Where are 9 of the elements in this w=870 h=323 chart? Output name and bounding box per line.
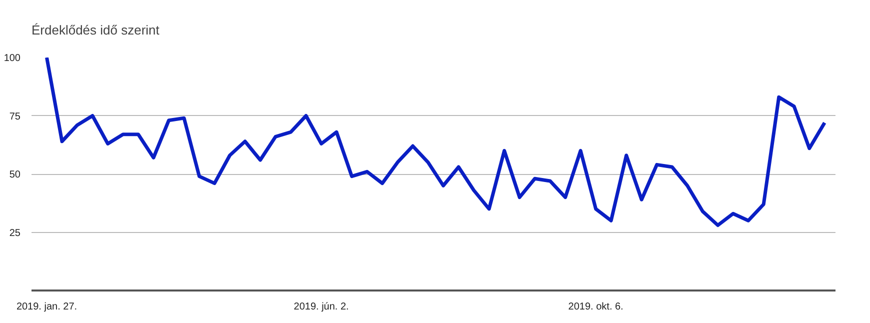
chart-title: Érdeklődés idő szerint	[32, 22, 160, 38]
y-tick-label: 75	[9, 111, 21, 122]
x-tick-label: 2019. jan. 27.	[16, 302, 78, 312]
x-tick-label: 2019. okt. 6.	[568, 302, 624, 312]
y-tick-label: 50	[9, 170, 21, 180]
line-series	[45, 58, 826, 228]
y-tick-label: 100	[4, 53, 21, 64]
x-tick-label: 2019. jún. 2.	[294, 302, 349, 312]
y-tick-label: 25	[9, 228, 21, 239]
